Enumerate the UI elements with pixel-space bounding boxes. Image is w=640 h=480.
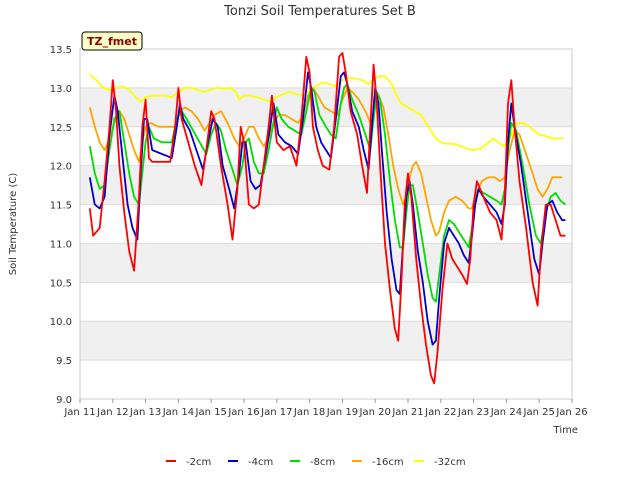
y-tick-label: 9.5 [56, 356, 72, 367]
y-tick-label: 12.0 [50, 162, 72, 173]
x-axis-ticks: Jan 11 Jan 12 Jan 13 Jan 14 Jan 15 Jan 16 Jan … [63, 399, 588, 418]
series-line-m2cm [88, 52, 566, 385]
x-tick-label: Jan 21 [391, 407, 423, 418]
band [80, 165, 572, 205]
x-tick-label: Jan 20 [359, 407, 391, 418]
x-tick-label: Jan 17 [260, 407, 292, 418]
legend-label: -8cm [310, 457, 335, 468]
legend-label: -32cm [434, 457, 466, 468]
y-tick-label: 9.0 [56, 395, 72, 406]
legend-label: -16cm [372, 457, 404, 468]
tag-label: TZ_fmet [87, 35, 137, 48]
x-tick-label: Jan 22 [424, 407, 456, 418]
x-tick-label: Jan 14 [162, 407, 194, 418]
y-tick-label: 11.5 [50, 201, 72, 212]
band [80, 321, 572, 361]
y-tick-label: 13.0 [50, 84, 72, 95]
y-tick-label: 13.5 [50, 45, 72, 56]
x-tick-label: Jan 11 [63, 407, 95, 418]
y-tick-label: 11.0 [50, 239, 72, 250]
legend: -2cm -4cm -8cm -16cm -32cm [166, 457, 466, 468]
tag-box [81, 31, 143, 51]
legend-label: -2cm [186, 457, 211, 468]
series-line-m16cm [88, 87, 563, 237]
x-tick-label: Jan 19 [326, 407, 358, 418]
x-tick-label: Jan 23 [457, 407, 489, 418]
x-tick-label: Jan 16 [227, 407, 259, 418]
background-bands [80, 49, 572, 361]
series-line-m32cm [89, 74, 564, 151]
y-axis-label: Soil Temperature (C) [8, 173, 19, 276]
band-top [80, 49, 572, 88]
tz-fmet-tag: TZ_fmet [81, 31, 143, 51]
x-tick-label: Jan 12 [96, 407, 128, 418]
y-tick-label: 10.0 [50, 317, 72, 328]
x-axis-label: Time [553, 425, 578, 436]
x-tick-label: Jan 26 [555, 407, 587, 418]
x-tick-label: Jan 25 [523, 407, 555, 418]
band [80, 243, 572, 283]
y-axis-ticks: 9.0 9.5 10.0 10.5 11.0 11.5 12.0 12.5 13.0 13.5 [50, 45, 72, 406]
x-tick-label: Jan 18 [293, 407, 325, 418]
x-tick-label: Jan 24 [490, 407, 522, 418]
x-tick-label: Jan 15 [195, 407, 227, 418]
y-tick-label: 10.5 [50, 278, 72, 289]
y-tick-label: 12.5 [50, 123, 72, 134]
legend-label: -4cm [248, 457, 273, 468]
chart-title: Tonzi Soil Temperatures Set B [223, 4, 416, 19]
data-lines [88, 52, 566, 385]
plot-frame [79, 48, 573, 400]
x-tick-label: Jan 13 [129, 407, 161, 418]
